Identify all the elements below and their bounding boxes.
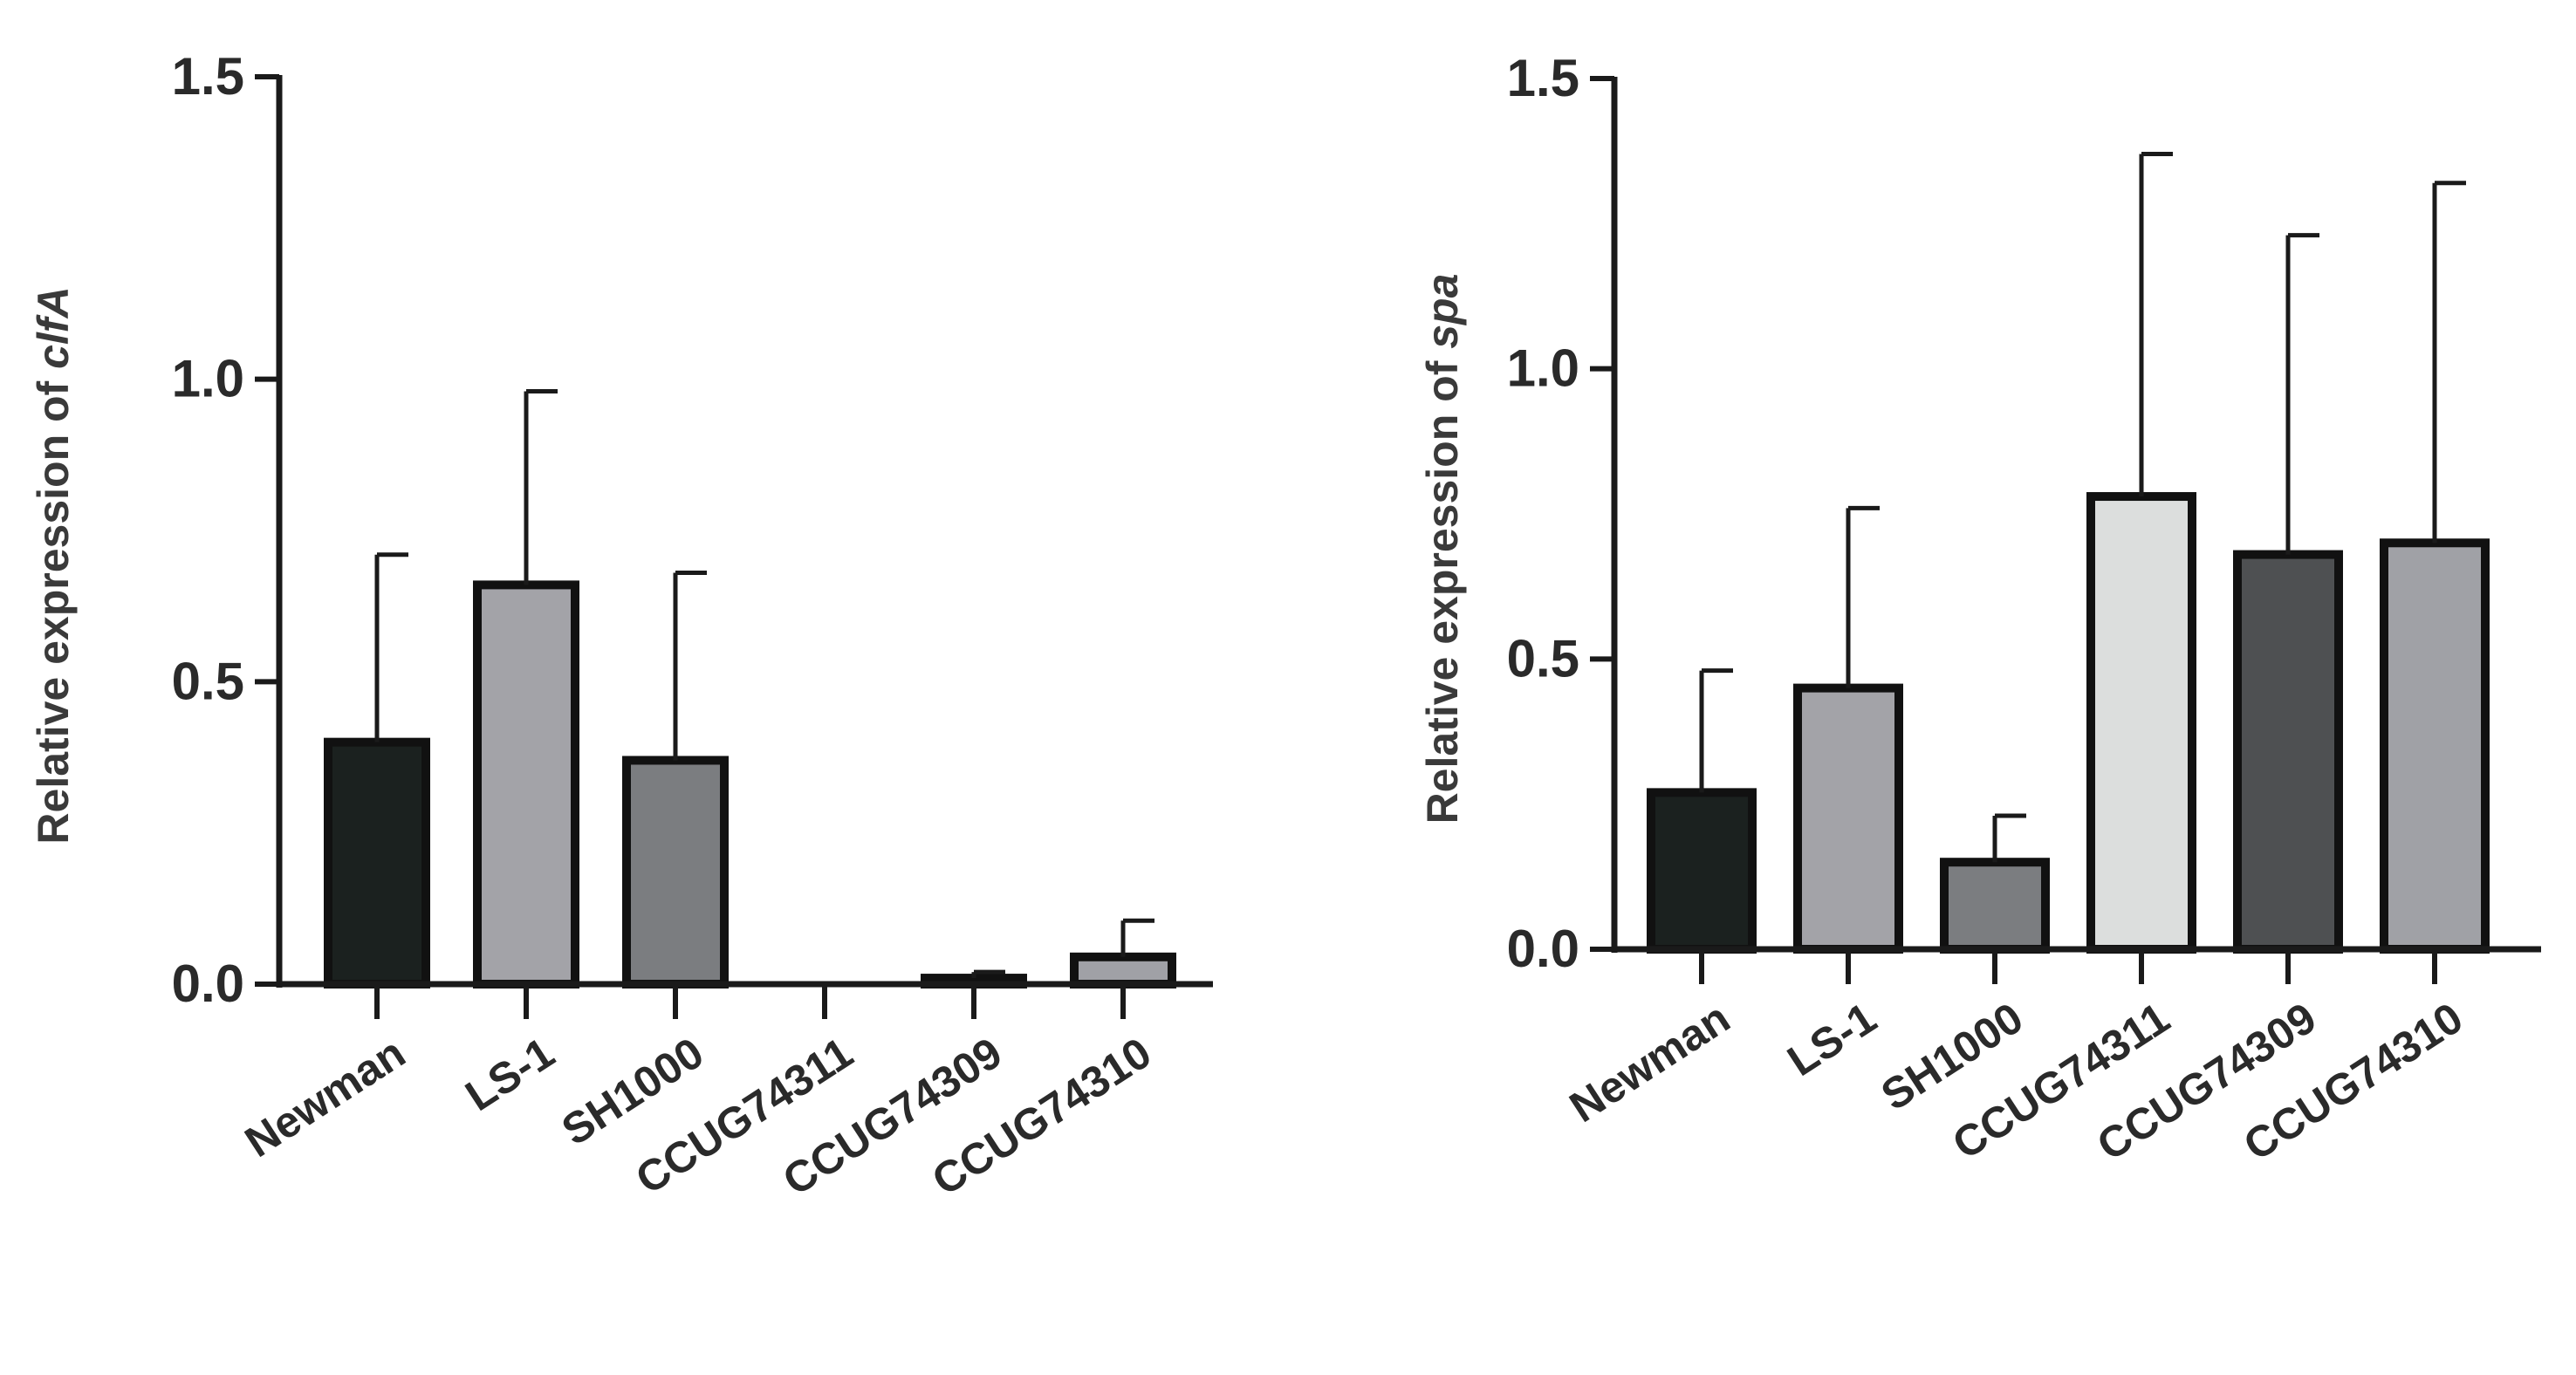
y-axis-title: Relative expression of spa bbox=[1418, 274, 1467, 824]
bar-newman bbox=[1647, 788, 1757, 954]
y-tick-label: 0.0 bbox=[1507, 920, 1579, 978]
chart-1: 0.0 0.5 1.0 1.5 Relative expression of clfA N… bbox=[29, 47, 1213, 1205]
x-category-label: Newman bbox=[236, 1028, 414, 1166]
y-axis-title-prefix: Relative expression of bbox=[1418, 349, 1467, 824]
bar-sh1000 bbox=[1940, 858, 2050, 954]
y-axis-title-prefix: Relative expression of bbox=[29, 369, 78, 845]
x-category-label: LS-1 bbox=[1779, 993, 1885, 1085]
bar-ccug74309 bbox=[2233, 550, 2343, 954]
x-category-label: Newman bbox=[1561, 993, 1738, 1132]
bar-ccug74311 bbox=[2086, 492, 2196, 954]
y-tick-label: 1.0 bbox=[1507, 339, 1579, 398]
y-axis-title-gene: spa bbox=[1418, 274, 1467, 349]
bar-newman bbox=[324, 737, 430, 989]
x-category-label: LS-1 bbox=[457, 1028, 563, 1120]
y-axis-title-gene: clfA bbox=[29, 286, 78, 368]
y-tick-label: 1.5 bbox=[172, 47, 244, 106]
y-tick-label: 1.5 bbox=[1507, 49, 1579, 107]
y-tick-label: 0.5 bbox=[172, 652, 244, 710]
y-axis-title: Relative expression of clfA bbox=[29, 286, 78, 844]
bar-sh1000 bbox=[622, 756, 729, 988]
chart-2: 0.0 0.5 1.0 1.5 Relative expression of spa Ne… bbox=[1418, 49, 2541, 1170]
bar-ccug74310 bbox=[2380, 538, 2490, 954]
y-tick-label: 0.5 bbox=[1507, 629, 1579, 688]
bar-ls-1 bbox=[1793, 683, 1903, 954]
y-tick-label: 0.0 bbox=[172, 954, 244, 1013]
bar-ls-1 bbox=[473, 580, 579, 989]
bar-ccug74310 bbox=[1070, 952, 1176, 989]
y-tick-label: 1.0 bbox=[172, 350, 244, 408]
